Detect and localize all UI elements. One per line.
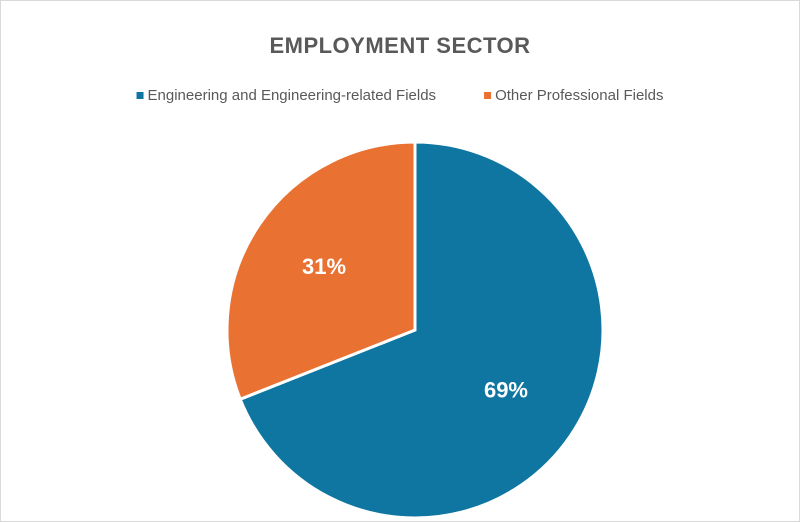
chart-title: EMPLOYMENT SECTOR	[269, 33, 530, 58]
legend-marker	[136, 92, 144, 99]
pie-slice	[225, 140, 417, 402]
legend-label: Engineering and Engineering-related Fiel…	[148, 87, 437, 104]
pie-slice	[238, 140, 605, 520]
legend-marker	[484, 92, 492, 99]
value-label: 31%	[302, 254, 346, 279]
legend-label: Other Professional Fields	[495, 87, 663, 104]
legend: Engineering and Engineering-related Fiel…	[136, 87, 663, 104]
value-label: 69%	[484, 378, 528, 403]
